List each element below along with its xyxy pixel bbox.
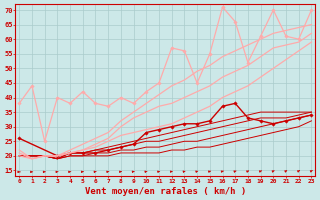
X-axis label: Vent moyen/en rafales ( km/h ): Vent moyen/en rafales ( km/h ) xyxy=(85,187,246,196)
